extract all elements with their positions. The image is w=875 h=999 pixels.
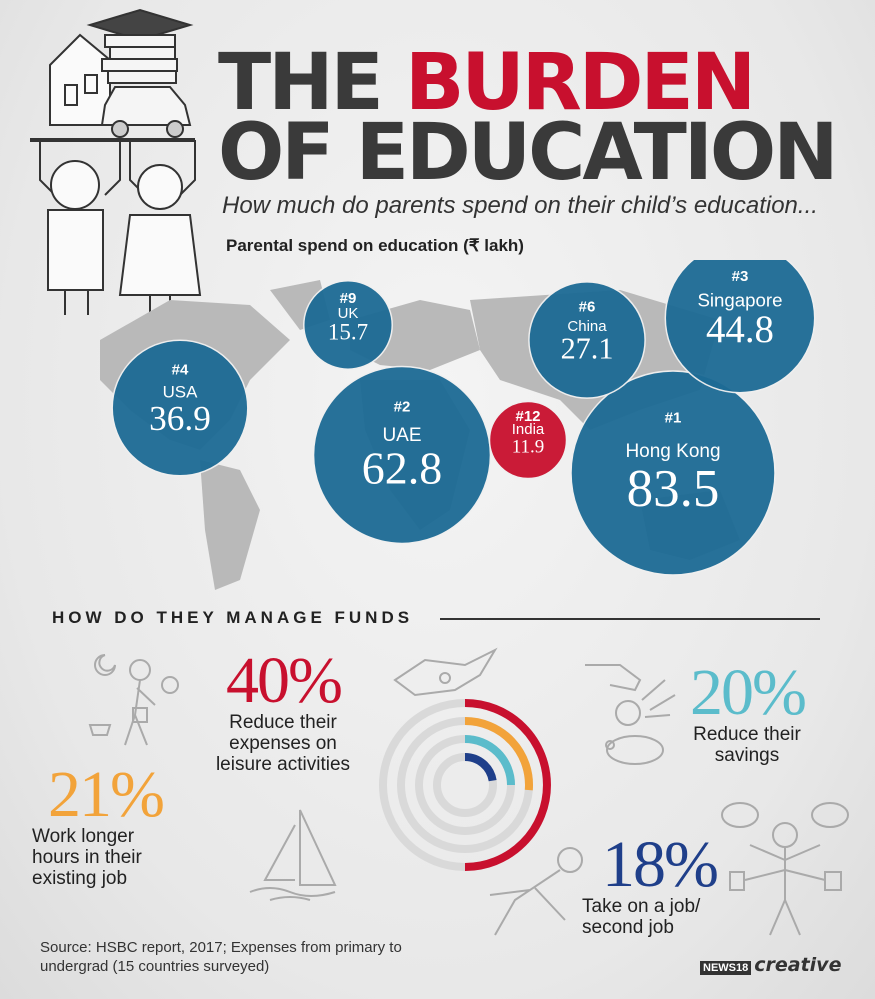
bubble-value-label: 62.8: [362, 443, 442, 494]
subtitle: How much do parents spend on their child…: [222, 192, 818, 219]
map-chart-label: Parental spend on education (₹ lakh): [226, 236, 524, 255]
rocket-icon: [393, 647, 498, 697]
section-divider: [440, 618, 820, 620]
stat-percent-savings: 20%: [690, 656, 807, 729]
tired-worker-icon: [88, 654, 179, 746]
bubble-india: [488, 400, 568, 480]
title-line-1: THE BURDEN: [218, 38, 756, 128]
bubble-value-label: 11.9: [512, 436, 545, 457]
stat-label-savings: Reduce their savings: [693, 724, 801, 766]
bubble-rank: #4: [172, 362, 189, 379]
bubble-rank: #6: [579, 298, 596, 315]
bubble-country-label: USA: [163, 382, 199, 401]
bubble-country-label: Singapore: [697, 289, 782, 310]
bubble-country-label: UK: [338, 305, 359, 322]
walking-person-icon: [489, 847, 583, 936]
stat-label-second-job: Take on a job/ second job: [582, 896, 701, 938]
multitasking-person-icon: [721, 802, 849, 936]
bubble-country-label: Hong Kong: [625, 441, 720, 462]
bubble-uk: [303, 280, 393, 370]
bubble-usa: [111, 339, 249, 477]
stat-percent-leisure: 40%: [226, 644, 343, 717]
parents-illustration: [30, 8, 202, 317]
news18-logo: NEWS18 creative: [700, 954, 841, 976]
bubble-country-label: India: [512, 421, 545, 438]
radial-arc-0: [464, 699, 551, 871]
money-hand-icon: [585, 664, 676, 765]
bubble-hong-kong: [570, 370, 776, 576]
stat-percent-second-job: 18%: [602, 828, 719, 901]
source-note: Source: HSBC report, 2017; Expenses from…: [40, 939, 402, 975]
sailboat-icon: [249, 809, 337, 901]
bubble-rank: #9: [340, 290, 357, 307]
bubble-rank: #3: [732, 268, 749, 285]
title-highlight: BURDEN: [404, 38, 756, 128]
section-title-funds: HOW DO THEY MANAGE FUNDS: [52, 608, 414, 627]
bubble-value-label: 27.1: [561, 332, 614, 366]
radial-arc-2: [464, 735, 515, 786]
bubble-country-label: UAE: [382, 425, 421, 446]
radial-bar-chart: [379, 699, 551, 871]
stat-percent-longer-hours: 21%: [48, 758, 165, 831]
radial-arc-1: [464, 717, 533, 791]
bubble-country-label: China: [567, 318, 607, 335]
bubble-value-label: 44.8: [706, 308, 774, 351]
bubble-uae: [312, 365, 492, 545]
bubble-singapore: [664, 260, 816, 394]
stat-label-leisure: Reduce their expenses on leisure activit…: [215, 712, 351, 775]
radial-arc-3: [464, 753, 497, 782]
title-line-2: OF EDUCATION: [218, 108, 838, 198]
stat-label-longer-hours: Work longer hours in their existing job: [32, 826, 142, 889]
bubble-china: [528, 281, 646, 399]
bubble-value-label: 36.9: [149, 399, 211, 438]
logo-creative: creative: [754, 954, 842, 976]
bubble-rank: #2: [394, 398, 411, 415]
bubble-rank: #1: [665, 410, 682, 427]
bubble-value-label: 83.5: [627, 460, 720, 518]
bubble-rank: #12: [515, 408, 540, 425]
bubble-value-label: 15.7: [328, 319, 368, 344]
logo-news: NEWS18: [700, 961, 752, 975]
